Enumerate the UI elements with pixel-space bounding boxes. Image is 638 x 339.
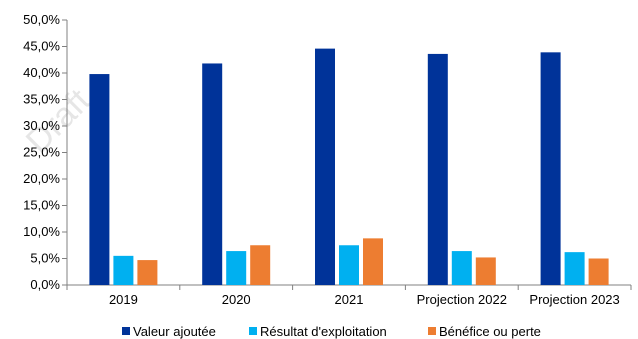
bar-valeur-ajoutee xyxy=(540,52,561,285)
y-tick-label: 40,0% xyxy=(23,65,60,80)
bar-valeur-ajoutee xyxy=(315,48,335,286)
bar-resultat-exploitation xyxy=(564,252,585,285)
x-tick-label: 2019 xyxy=(109,292,138,307)
legend-swatch xyxy=(428,327,436,335)
y-tick-label: 30,0% xyxy=(23,118,60,133)
x-tick-label: 2020 xyxy=(222,292,251,307)
legend: Valeur ajoutée Résultat d'exploitation Bén… xyxy=(122,324,541,339)
y-tick-label: 45,0% xyxy=(23,39,60,54)
bar-benefice-ou-perte xyxy=(475,257,496,285)
y-tick-label: 20,0% xyxy=(23,171,60,186)
bar-valeur-ajoutee xyxy=(202,63,223,286)
bar-resultat-exploitation xyxy=(451,251,472,285)
legend-label: Résultat d'exploitation xyxy=(260,324,387,339)
y-tick-label: 0,0% xyxy=(30,277,60,292)
bar-benefice-ou-perte xyxy=(363,238,383,285)
legend-swatch xyxy=(122,327,130,335)
bar-resultat-exploitation xyxy=(226,251,247,285)
bar-valeur-ajoutee xyxy=(89,74,110,285)
legend-label: Valeur ajoutée xyxy=(133,324,216,339)
y-axis: 0,0% 5,0% 10,0% 15,0% 20,0% 25,0% 30,0% 35,0% 40… xyxy=(23,12,68,292)
bar-valeur-ajoutee xyxy=(427,53,448,285)
bar-resultat-exploitation xyxy=(339,245,359,285)
bar-benefice-ou-perte xyxy=(137,260,158,285)
bars xyxy=(89,48,609,286)
x-tick-label: Projection 2023 xyxy=(529,292,619,307)
x-tick-label: 2021 xyxy=(335,292,364,307)
bar-benefice-ou-perte xyxy=(250,245,271,285)
y-tick-label: 50,0% xyxy=(23,12,60,27)
y-tick-label: 15,0% xyxy=(23,198,60,213)
legend-label: Bénéfice ou perte xyxy=(439,324,541,339)
y-tick-label: 25,0% xyxy=(23,145,60,160)
bar-resultat-exploitation xyxy=(113,255,134,285)
y-tick-label: 5,0% xyxy=(30,251,60,266)
x-axis: 2019 2020 2021 Projection 2022 Projection 20… xyxy=(66,284,632,307)
legend-swatch xyxy=(249,327,257,335)
y-tick-label: 35,0% xyxy=(23,92,60,107)
x-tick-label: Projection 2022 xyxy=(417,292,507,307)
y-tick-label: 10,0% xyxy=(23,224,60,239)
bar-benefice-ou-perte xyxy=(588,258,609,285)
